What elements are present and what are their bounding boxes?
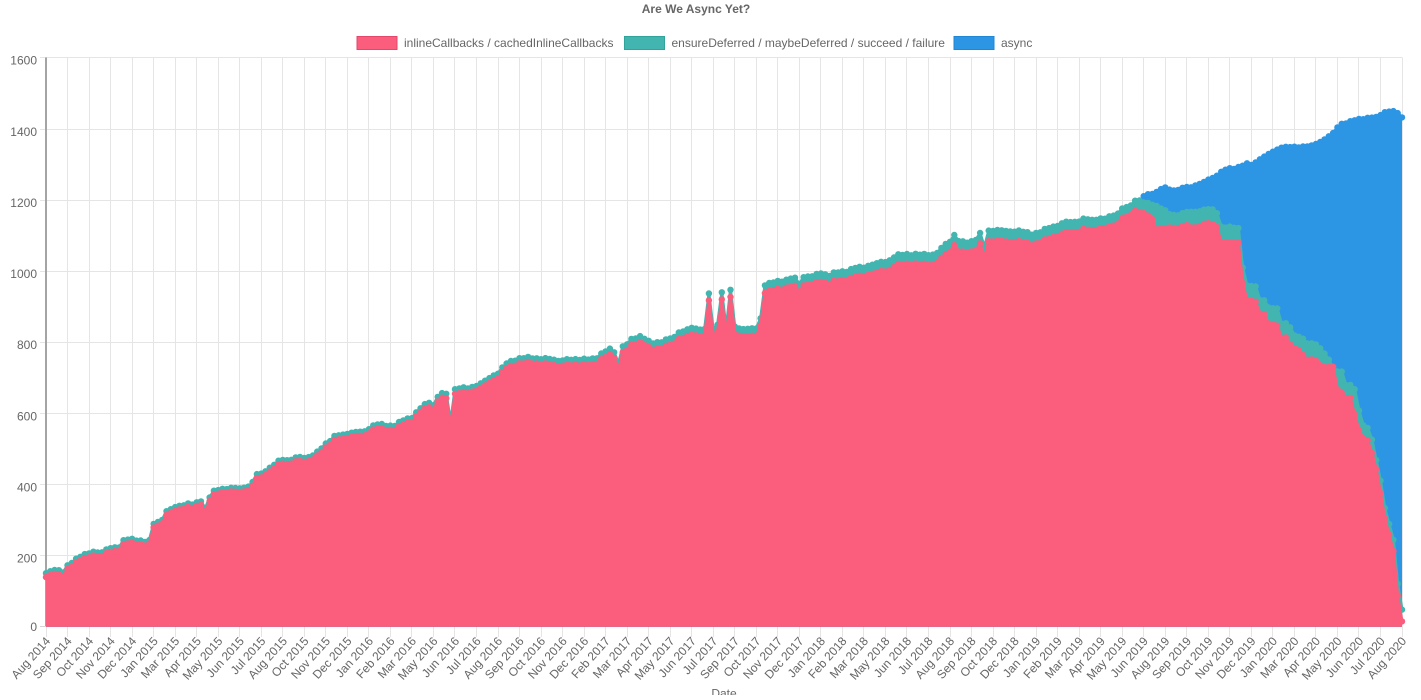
svg-text:0: 0 <box>30 620 37 634</box>
svg-text:600: 600 <box>17 409 37 423</box>
svg-text:1200: 1200 <box>10 196 37 210</box>
svg-text:async: async <box>1001 36 1032 50</box>
svg-text:200: 200 <box>17 552 37 566</box>
svg-text:800: 800 <box>17 338 37 352</box>
svg-text:400: 400 <box>17 481 37 495</box>
svg-text:1000: 1000 <box>10 267 37 281</box>
svg-text:1400: 1400 <box>10 125 37 139</box>
svg-text:Are We Async Yet?: Are We Async Yet? <box>642 2 751 16</box>
svg-text:1600: 1600 <box>10 54 37 68</box>
svg-text:ensureDeferred / maybeDeferred: ensureDeferred / maybeDeferred / succeed… <box>672 36 946 50</box>
svg-text:inlineCallbacks / cachedInline: inlineCallbacks / cachedInlineCallbacks <box>404 36 613 50</box>
svg-text:Date: Date <box>711 687 737 696</box>
